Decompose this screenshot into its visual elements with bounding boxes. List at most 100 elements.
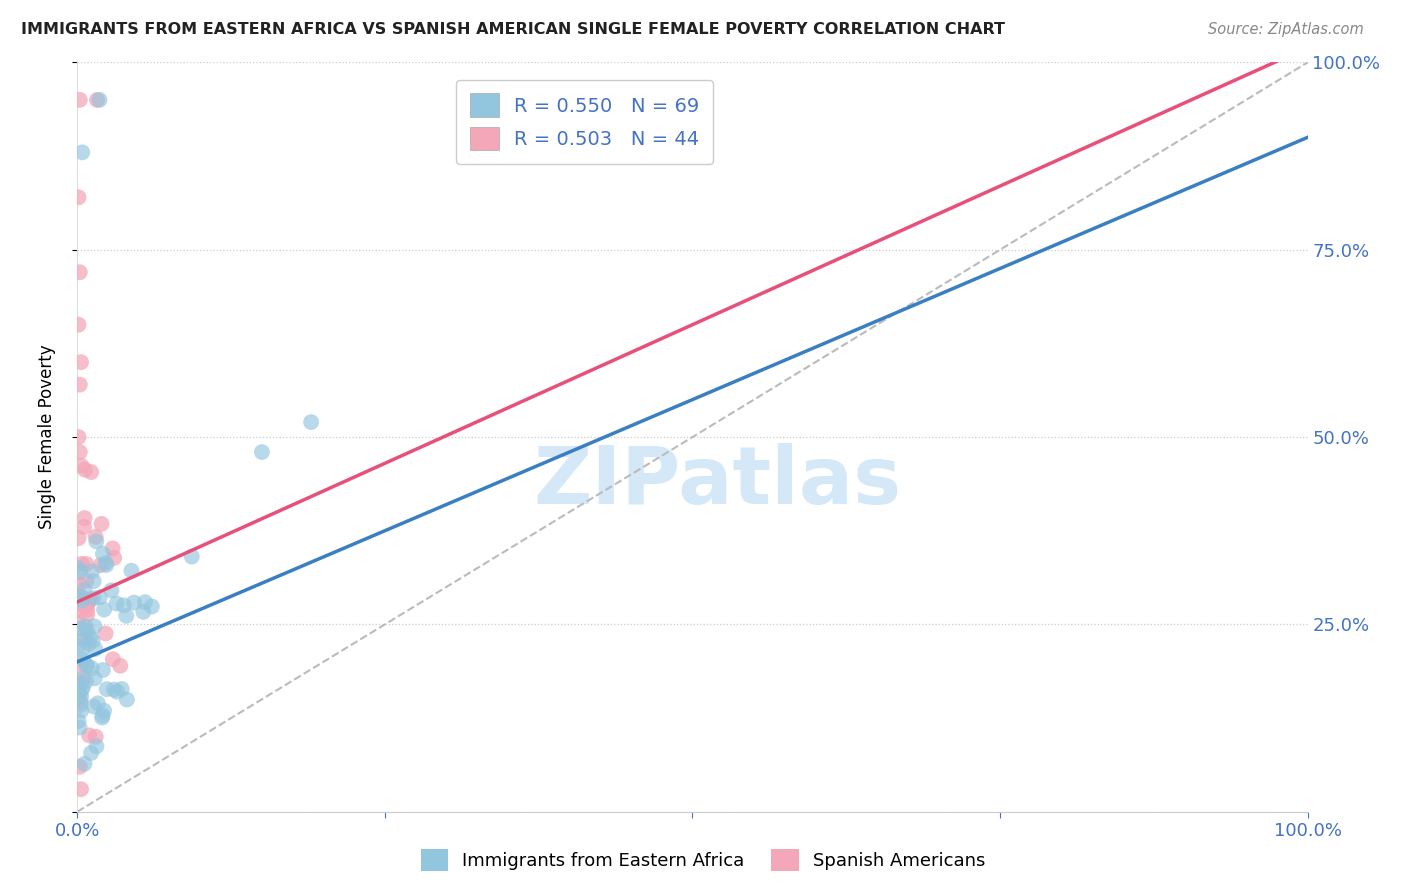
- Point: [101, 541, 124, 556]
- Point: [90, 516, 112, 531]
- Point: [70, 682, 93, 697]
- Point: [80, 661, 103, 675]
- Point: [82, 633, 104, 648]
- Point: [75, 619, 97, 633]
- Point: [70, 704, 93, 718]
- Point: [70, 355, 93, 369]
- Point: [70, 593, 93, 607]
- Point: [84, 641, 107, 656]
- Point: [70, 145, 93, 160]
- Point: [83, 671, 105, 685]
- Point: [105, 684, 128, 698]
- Point: [75, 557, 97, 571]
- Point: [72, 672, 94, 686]
- Point: [120, 564, 142, 578]
- Point: [72, 681, 94, 695]
- Point: [94, 556, 117, 570]
- Point: [115, 608, 138, 623]
- Point: [112, 599, 135, 613]
- Point: [91, 663, 114, 677]
- Point: [70, 642, 93, 657]
- Point: [73, 463, 96, 477]
- Point: [90, 558, 112, 573]
- Point: [76, 658, 98, 673]
- Point: [70, 591, 93, 605]
- Point: [80, 746, 103, 760]
- Point: [122, 596, 145, 610]
- Point: [132, 605, 155, 619]
- Point: [67, 561, 90, 575]
- Legend: R = 0.550   N = 69, R = 0.503   N = 44: R = 0.550 N = 69, R = 0.503 N = 44: [456, 79, 713, 164]
- Point: [77, 728, 100, 742]
- Point: [84, 730, 107, 744]
- Point: [70, 690, 93, 704]
- Point: [70, 782, 93, 797]
- Point: [75, 632, 97, 646]
- Point: [67, 190, 90, 204]
- Point: [299, 415, 322, 429]
- Point: [77, 595, 100, 609]
- Point: [69, 93, 91, 107]
- Point: [73, 520, 96, 534]
- Point: [86, 93, 108, 107]
- Point: [79, 631, 101, 645]
- Point: [134, 595, 156, 609]
- Point: [100, 583, 122, 598]
- Point: [87, 696, 110, 710]
- Point: [67, 577, 90, 591]
- Y-axis label: Single Female Poverty: Single Female Poverty: [38, 345, 56, 529]
- Point: [72, 652, 94, 666]
- Text: IMMIGRANTS FROM EASTERN AFRICA VS SPANISH AMERICAN SINGLE FEMALE POVERTY CORRELA: IMMIGRANTS FROM EASTERN AFRICA VS SPANIS…: [21, 22, 1005, 37]
- Point: [69, 603, 91, 617]
- Point: [96, 558, 118, 572]
- Point: [76, 597, 98, 611]
- Point: [67, 597, 90, 611]
- Point: [89, 93, 111, 107]
- Point: [115, 692, 138, 706]
- Point: [69, 695, 91, 709]
- Point: [76, 658, 98, 673]
- Point: [250, 445, 273, 459]
- Point: [80, 465, 103, 479]
- Point: [93, 704, 115, 718]
- Point: [101, 652, 124, 666]
- Point: [86, 739, 108, 754]
- Point: [180, 549, 202, 564]
- Point: [76, 603, 98, 617]
- Point: [73, 511, 96, 525]
- Point: [69, 565, 91, 579]
- Point: [69, 631, 91, 645]
- Point: [94, 626, 117, 640]
- Point: [67, 430, 90, 444]
- Point: [69, 721, 91, 735]
- Point: [70, 458, 93, 473]
- Legend: Immigrants from Eastern Africa, Spanish Americans: Immigrants from Eastern Africa, Spanish …: [413, 842, 993, 879]
- Point: [69, 760, 91, 774]
- Point: [82, 564, 104, 578]
- Point: [73, 756, 96, 771]
- Point: [91, 708, 114, 723]
- Point: [76, 607, 98, 622]
- Point: [67, 673, 90, 687]
- Point: [89, 591, 111, 605]
- Point: [110, 658, 132, 673]
- Point: [141, 599, 163, 614]
- Point: [69, 677, 91, 691]
- Point: [70, 557, 93, 571]
- Point: [67, 639, 90, 653]
- Text: Source: ZipAtlas.com: Source: ZipAtlas.com: [1208, 22, 1364, 37]
- Point: [70, 657, 93, 672]
- Point: [76, 624, 98, 638]
- Point: [91, 710, 114, 724]
- Point: [69, 265, 91, 279]
- Point: [84, 534, 107, 549]
- Point: [79, 592, 101, 607]
- Point: [69, 622, 91, 636]
- Point: [67, 588, 90, 602]
- Point: [69, 698, 91, 713]
- Point: [91, 547, 114, 561]
- Point: [103, 550, 125, 565]
- Point: [67, 531, 90, 545]
- Point: [67, 615, 90, 630]
- Point: [69, 377, 91, 392]
